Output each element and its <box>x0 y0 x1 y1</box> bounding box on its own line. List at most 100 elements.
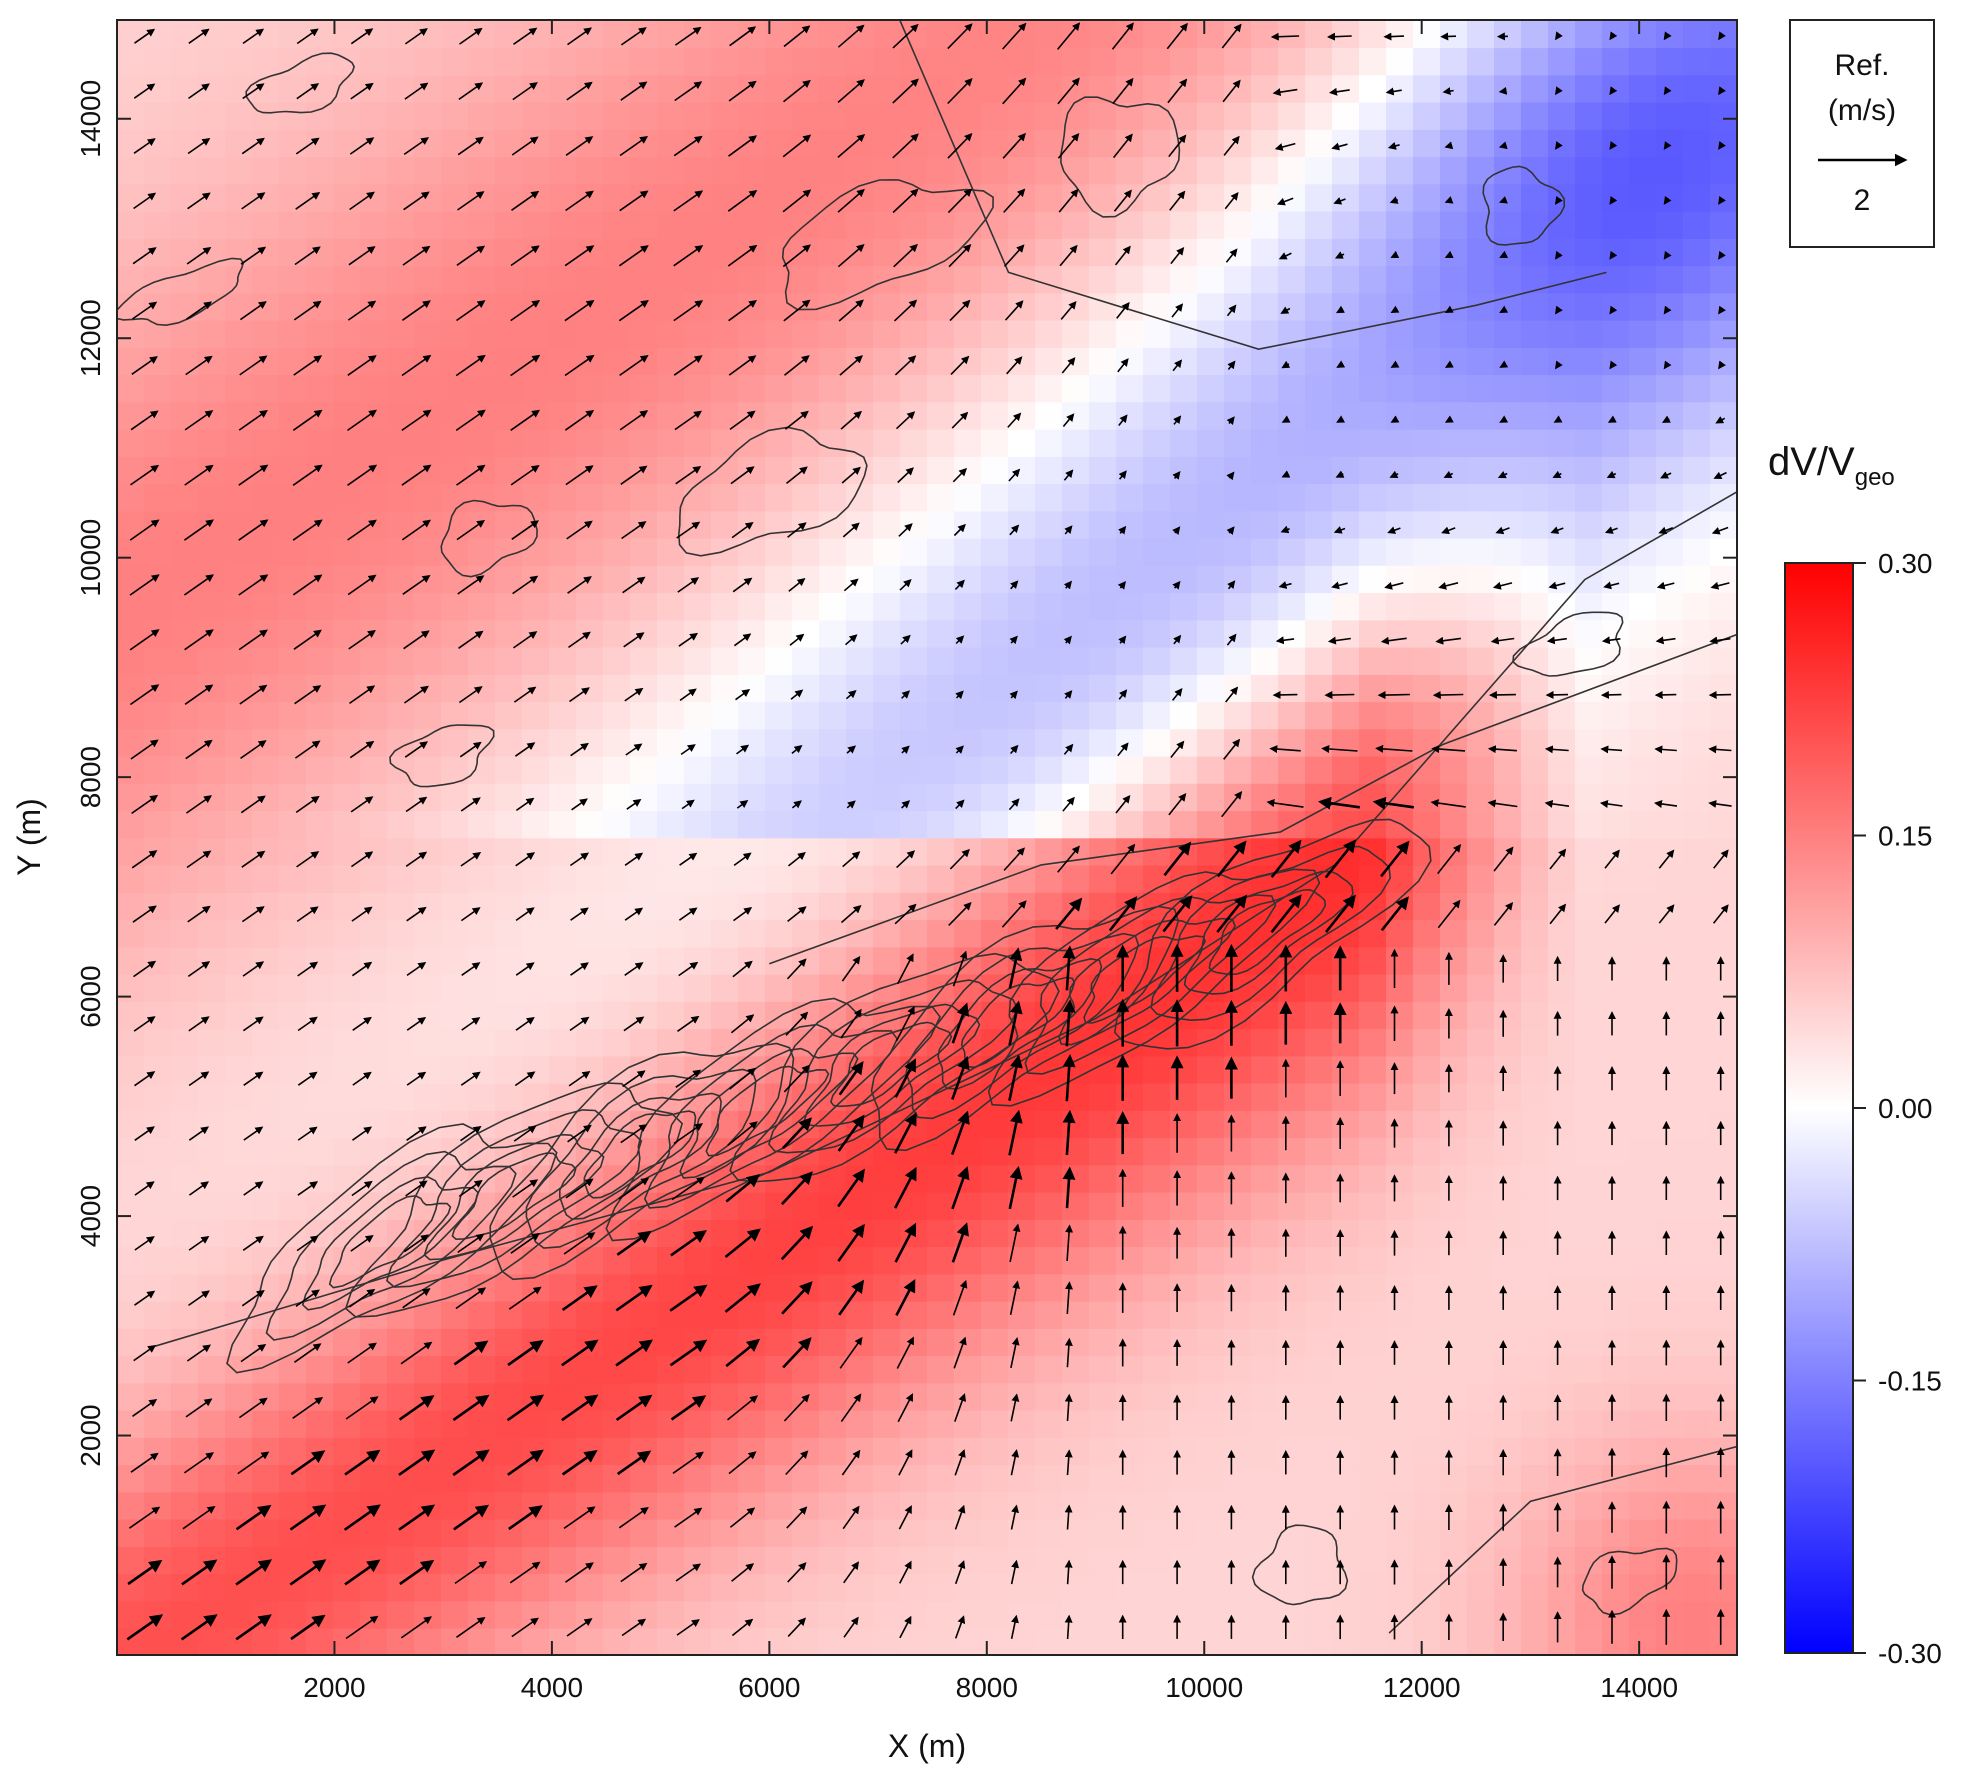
heatmap-cell <box>1251 265 1279 294</box>
heatmap-cell <box>1602 1627 1630 1655</box>
heatmap-cell <box>1413 837 1441 866</box>
heatmap-cell <box>1143 374 1171 403</box>
heatmap-cell <box>522 1627 550 1655</box>
heatmap-cell <box>1305 1191 1333 1220</box>
heatmap-cell <box>252 1219 280 1248</box>
heatmap-cell <box>117 510 145 539</box>
heatmap-cell <box>1683 674 1711 703</box>
heatmap-cell <box>1089 1491 1117 1520</box>
heatmap-cell <box>1170 183 1198 212</box>
heatmap-cell <box>306 864 334 893</box>
heatmap-cell <box>387 401 415 430</box>
heatmap-cell <box>1008 401 1036 430</box>
heatmap-cell <box>1629 129 1657 158</box>
heatmap-cell <box>1710 973 1737 1002</box>
heatmap-cell <box>873 265 901 294</box>
heatmap-cell <box>1656 1028 1684 1057</box>
heatmap-cell <box>333 1328 361 1357</box>
heatmap-cell <box>576 592 604 621</box>
heatmap-cell <box>252 919 280 948</box>
heatmap-cell <box>468 565 496 594</box>
heatmap-cell <box>1683 401 1711 430</box>
heatmap-cell <box>117 1219 145 1248</box>
heatmap-cell <box>684 728 712 757</box>
heatmap-cell <box>873 292 901 321</box>
heatmap-cell <box>873 973 901 1002</box>
heatmap-cell <box>657 20 685 49</box>
heatmap-cell <box>684 1409 712 1438</box>
heatmap-cell <box>252 1246 280 1275</box>
heatmap-cell <box>1251 701 1279 730</box>
heatmap-cell <box>414 1627 442 1655</box>
heatmap-cell <box>1710 1355 1737 1384</box>
heatmap-cell <box>1413 319 1441 348</box>
heatmap-cell <box>1521 1219 1549 1248</box>
heatmap-cell <box>981 1464 1009 1493</box>
heatmap-cell <box>549 1382 577 1411</box>
heatmap-cell <box>738 1028 766 1057</box>
heatmap-cell <box>738 728 766 757</box>
heatmap-cell <box>765 347 793 376</box>
heatmap-cell <box>1197 1518 1225 1547</box>
heatmap-cell <box>495 946 523 975</box>
heatmap-cell <box>414 1409 442 1438</box>
heatmap-cell <box>1521 1600 1549 1629</box>
heatmap-cell <box>279 1382 307 1411</box>
heatmap-cell <box>603 1491 631 1520</box>
heatmap-cell <box>1467 837 1495 866</box>
heatmap-cell <box>1521 20 1549 49</box>
heatmap-cell <box>711 892 739 921</box>
heatmap-cell <box>225 864 253 893</box>
heatmap-cell <box>171 319 199 348</box>
heatmap-cell <box>225 483 253 512</box>
heatmap-cell <box>1548 1518 1576 1547</box>
heatmap-cell <box>1548 483 1576 512</box>
heatmap-cell <box>738 510 766 539</box>
heatmap-cell <box>1332 619 1360 648</box>
heatmap-cell <box>1332 1409 1360 1438</box>
heatmap-cell <box>927 1191 955 1220</box>
heatmap-cell <box>1035 374 1063 403</box>
heatmap-cell <box>1197 292 1225 321</box>
heatmap-cell <box>1278 755 1306 784</box>
heatmap-cell <box>198 156 226 185</box>
heatmap-cell <box>1440 1191 1468 1220</box>
heatmap-cell <box>1575 565 1603 594</box>
heatmap-cell <box>1521 1382 1549 1411</box>
heatmap-cell <box>1467 919 1495 948</box>
heatmap-cell <box>765 919 793 948</box>
speedup-heatmap <box>117 20 1737 1655</box>
heatmap-cell <box>1197 347 1225 376</box>
heatmap-cell <box>1359 428 1387 457</box>
heatmap-cell <box>684 347 712 376</box>
heatmap-cell <box>1413 892 1441 921</box>
heatmap-cell <box>657 74 685 103</box>
x-tick-label: 10000 <box>1165 1672 1243 1703</box>
heatmap-cell <box>1386 1246 1414 1275</box>
heatmap-cell <box>900 1137 928 1166</box>
heatmap-cell <box>1710 592 1737 621</box>
heatmap-cell <box>1467 1491 1495 1520</box>
heatmap-cell <box>1197 1219 1225 1248</box>
heatmap-cell <box>630 401 658 430</box>
heatmap-cell <box>1008 1600 1036 1629</box>
heatmap-cell <box>792 101 820 130</box>
heatmap-cell <box>792 973 820 1002</box>
heatmap-cell <box>1089 837 1117 866</box>
heatmap-cell <box>576 1573 604 1602</box>
heatmap-cell <box>1629 1437 1657 1466</box>
heatmap-cell <box>927 1573 955 1602</box>
heatmap-cell <box>1170 74 1198 103</box>
heatmap-cell <box>144 810 172 839</box>
heatmap-cell <box>1332 946 1360 975</box>
heatmap-cell <box>1467 483 1495 512</box>
heatmap-cell <box>1224 1573 1252 1602</box>
heatmap-cell <box>684 1600 712 1629</box>
heatmap-cell <box>657 1300 685 1329</box>
heatmap-cell <box>1089 456 1117 485</box>
heatmap-cell <box>468 728 496 757</box>
heatmap-cell <box>1224 1627 1252 1655</box>
heatmap-cell <box>846 1518 874 1547</box>
heatmap-cell <box>144 347 172 376</box>
heatmap-cell <box>1197 1600 1225 1629</box>
